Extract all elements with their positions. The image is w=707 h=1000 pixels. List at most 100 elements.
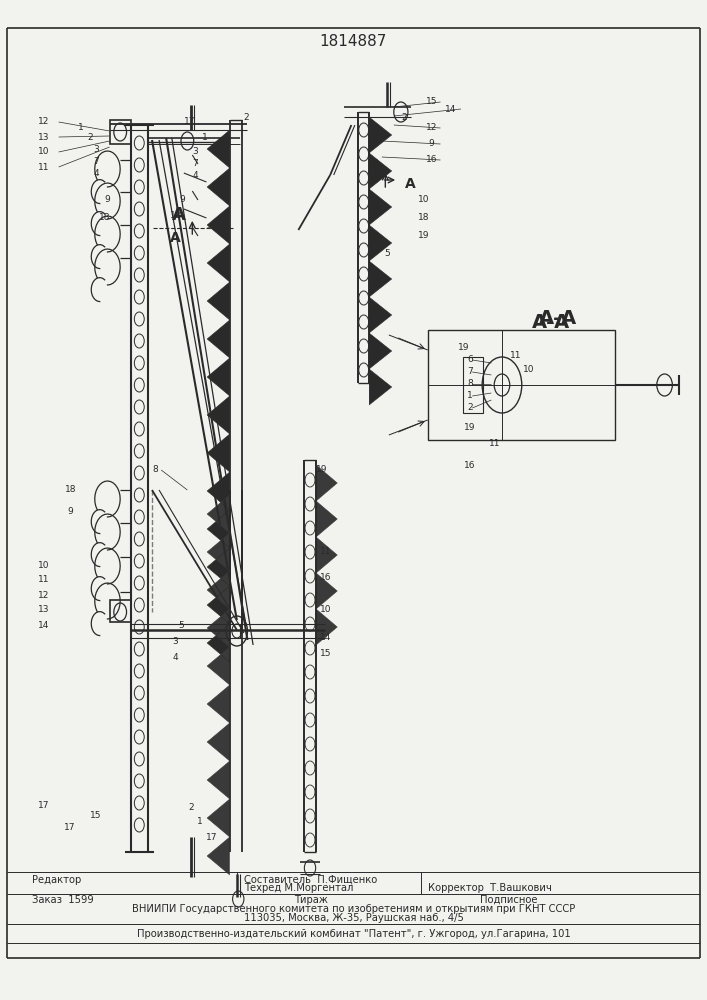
Text: 19: 19 xyxy=(458,344,469,353)
Text: 17: 17 xyxy=(38,800,49,810)
Text: 19: 19 xyxy=(464,424,476,432)
Text: Редактор: Редактор xyxy=(32,875,81,885)
Text: 3: 3 xyxy=(173,638,178,647)
Polygon shape xyxy=(369,369,392,405)
Text: A-A: A-A xyxy=(539,308,578,328)
Text: 1: 1 xyxy=(467,391,473,400)
Text: 10: 10 xyxy=(38,147,49,156)
Polygon shape xyxy=(316,465,337,501)
Polygon shape xyxy=(207,723,230,761)
Polygon shape xyxy=(207,396,230,434)
Text: 4: 4 xyxy=(192,170,198,180)
Text: 17: 17 xyxy=(184,117,195,126)
Polygon shape xyxy=(316,609,337,645)
Text: 15: 15 xyxy=(426,98,437,106)
Text: 18: 18 xyxy=(99,214,110,223)
Polygon shape xyxy=(207,495,230,533)
Polygon shape xyxy=(207,837,230,875)
Polygon shape xyxy=(207,168,230,206)
Text: A: A xyxy=(172,206,186,224)
Bar xyxy=(463,357,483,413)
Polygon shape xyxy=(369,297,392,333)
Polygon shape xyxy=(369,261,392,297)
Text: 10: 10 xyxy=(523,365,534,374)
Text: ВНИИПИ Государственного комитета по изобретениям и открытиям при ГКНТ СССР: ВНИИПИ Государственного комитета по изоб… xyxy=(132,904,575,914)
Text: 10: 10 xyxy=(419,196,430,205)
Text: 7: 7 xyxy=(467,367,473,376)
Polygon shape xyxy=(316,537,337,573)
Text: 9: 9 xyxy=(105,196,110,205)
Text: 10: 10 xyxy=(320,605,331,614)
Text: 5: 5 xyxy=(385,248,390,257)
Text: Техред М.Моргентал: Техред М.Моргентал xyxy=(244,883,354,893)
Text: 13: 13 xyxy=(38,132,49,141)
Text: 2: 2 xyxy=(402,112,407,121)
Text: 6: 6 xyxy=(467,356,473,364)
Polygon shape xyxy=(207,609,230,647)
Text: 19: 19 xyxy=(316,466,327,475)
Polygon shape xyxy=(369,333,392,369)
Text: 1: 1 xyxy=(202,133,208,142)
Polygon shape xyxy=(207,548,230,586)
Polygon shape xyxy=(207,685,230,723)
Polygon shape xyxy=(207,586,230,624)
Text: 3: 3 xyxy=(93,145,99,154)
Text: A-A: A-A xyxy=(532,312,571,332)
Polygon shape xyxy=(207,282,230,320)
Polygon shape xyxy=(207,647,230,685)
Text: 9: 9 xyxy=(68,508,74,516)
Text: 2: 2 xyxy=(188,804,194,812)
Text: 1: 1 xyxy=(197,818,202,826)
Text: 3: 3 xyxy=(192,146,198,155)
Text: 2: 2 xyxy=(467,403,473,412)
Polygon shape xyxy=(207,130,230,168)
Text: 16: 16 xyxy=(464,460,476,470)
Text: 1: 1 xyxy=(78,122,84,131)
Text: 2: 2 xyxy=(88,133,93,142)
Text: 13: 13 xyxy=(38,605,49,614)
Text: Тираж: Тираж xyxy=(294,895,328,905)
Text: 9: 9 xyxy=(428,139,434,148)
Text: 18: 18 xyxy=(419,214,430,223)
Text: 17: 17 xyxy=(64,824,75,832)
Text: 12: 12 xyxy=(38,117,49,126)
Bar xyxy=(110,600,131,622)
Text: Корректор  Т.Вашкович: Корректор Т.Вашкович xyxy=(428,883,551,893)
Text: 11: 11 xyxy=(489,440,501,448)
Text: 16: 16 xyxy=(426,155,437,164)
Text: 10: 10 xyxy=(38,560,49,570)
Polygon shape xyxy=(207,510,230,548)
Text: 113035, Москва, Ж-35, Раушская наб., 4/5: 113035, Москва, Ж-35, Раушская наб., 4/5 xyxy=(244,913,463,923)
Bar xyxy=(428,330,615,440)
Polygon shape xyxy=(369,225,392,261)
Text: 15: 15 xyxy=(320,648,331,658)
Polygon shape xyxy=(207,571,230,609)
Text: 17: 17 xyxy=(206,834,218,842)
Polygon shape xyxy=(207,320,230,358)
Text: 15: 15 xyxy=(90,810,101,820)
Text: 12: 12 xyxy=(426,123,437,132)
Text: 14: 14 xyxy=(38,620,49,630)
Text: 18: 18 xyxy=(65,486,76,494)
Text: 18: 18 xyxy=(170,211,181,220)
Text: 11: 11 xyxy=(38,576,49,584)
Text: 2: 2 xyxy=(243,113,249,122)
Polygon shape xyxy=(207,244,230,282)
Text: Производственно-издательский комбинат "Патент", г. Ужгород, ул.Гагарина, 101: Производственно-издательский комбинат "П… xyxy=(136,929,571,939)
Text: 4: 4 xyxy=(93,169,99,178)
Polygon shape xyxy=(369,153,392,189)
Text: 11: 11 xyxy=(38,162,49,172)
Text: 14: 14 xyxy=(320,634,331,643)
Text: A: A xyxy=(404,177,416,191)
Polygon shape xyxy=(369,189,392,225)
Polygon shape xyxy=(207,761,230,799)
Text: 4: 4 xyxy=(173,652,178,662)
Bar xyxy=(110,120,131,144)
Text: 9: 9 xyxy=(180,196,185,205)
Polygon shape xyxy=(207,799,230,837)
Text: 11: 11 xyxy=(320,548,331,556)
Polygon shape xyxy=(207,533,230,571)
Text: 5: 5 xyxy=(178,620,184,630)
Text: Подписное: Подписное xyxy=(480,895,538,905)
Text: 11: 11 xyxy=(510,352,522,360)
